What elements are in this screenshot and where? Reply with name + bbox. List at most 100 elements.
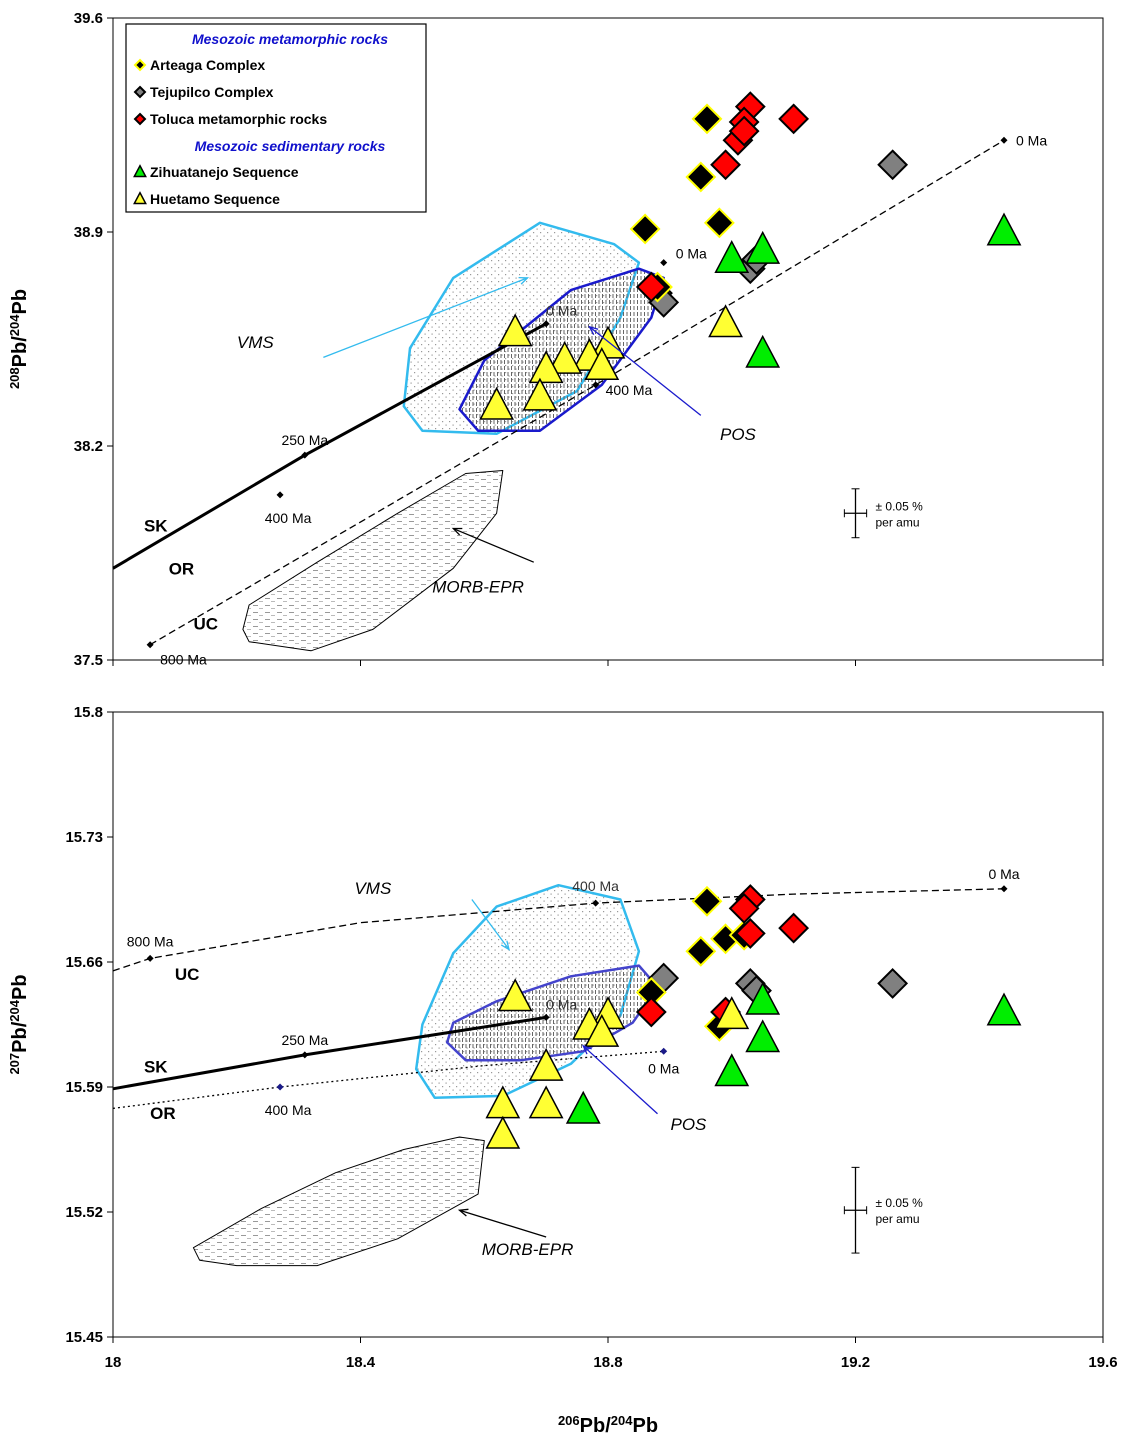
legend-marker-toluca [133, 112, 147, 126]
curve-uc [112, 888, 1005, 972]
age-label: 400 Ma [265, 510, 312, 526]
x-tick-label: 18 [105, 1354, 122, 1371]
legend-label-arteaga: Arteaga Complex [150, 57, 265, 73]
huetamo-point [479, 386, 515, 420]
age-label: 400 Ma [572, 878, 619, 894]
huetamo-point [584, 347, 620, 381]
zihuatanejo-point [986, 992, 1022, 1026]
legend: Mesozoic metamorphic rocks Arteaga Comple… [125, 23, 427, 213]
legend-label-tejupilco: Tejupilco Complex [150, 84, 274, 100]
x-axis-label-part: Pb/ [580, 1415, 612, 1437]
age-label: 0 Ma [648, 1060, 679, 1076]
annotation-arrow [323, 277, 528, 358]
y-axis-label-part: 204 [7, 314, 22, 336]
y-tick-label: 15.52 [65, 1204, 103, 1221]
annotation-arrowhead [500, 940, 510, 951]
zihuatanejo-point [565, 1090, 601, 1124]
y-tick-label: 38.9 [74, 224, 103, 241]
legend-marker-huetamo [133, 191, 147, 205]
curve-label-uc: UC [193, 614, 218, 633]
curve-uc [149, 139, 1005, 646]
age-mark [660, 1047, 668, 1055]
age-mark [301, 1051, 309, 1059]
arteaga-point [691, 885, 723, 917]
y-tick-label: 15.8 [74, 704, 103, 721]
age-mark [592, 899, 600, 907]
errorbar-label: ± 0.05 % [876, 1196, 924, 1210]
y-tick-label: 15.45 [65, 1329, 103, 1346]
x-tick-label: 18.4 [346, 1354, 376, 1371]
zihuatanejo-point [745, 334, 781, 368]
panel-top: 37.5 38.2 38.9 39.6 208Pb/204Pb 250 Ma 0 Ma 800… [7, 10, 1104, 669]
huetamo-point [584, 1013, 620, 1047]
age-label: 0 Ma [1016, 132, 1047, 148]
age-label: 0 Ma [546, 303, 577, 319]
zihuatanejo-point [745, 230, 781, 264]
x-axis-label: 206Pb/204Pb [558, 1413, 658, 1437]
curve-label-sk: SK [144, 1058, 168, 1077]
annotation-pos: POS [670, 1115, 707, 1134]
age-mark [1000, 885, 1008, 893]
huetamo-point [497, 313, 533, 347]
annotation-arrowhead [451, 527, 463, 536]
curve-label-or: OR [169, 559, 195, 578]
age-label: 400 Ma [265, 1102, 312, 1118]
legend-label-zihuatanejo: Zihuatanejo Sequence [150, 164, 299, 180]
annotation-arrow [589, 326, 702, 416]
annotation-arrowhead [518, 276, 530, 285]
arteaga-point [691, 103, 723, 135]
errorbar-label: ± 0.05 % [876, 499, 924, 513]
y-tick-label: 38.2 [74, 438, 103, 455]
panel-bottom: 15.45 15.52 15.59 15.66 15.73 15.8 18 18.4 18.8 1… [7, 704, 1118, 1437]
age-label: 800 Ma [160, 652, 207, 668]
huetamo-point [522, 377, 558, 411]
arteaga-point [685, 161, 717, 193]
age-label: 250 Ma [281, 432, 328, 448]
age-mark [276, 491, 284, 499]
tejupilco-point [877, 149, 909, 181]
huetamo-point [497, 978, 533, 1012]
curve-or [112, 1050, 664, 1110]
y-tick-label: 15.73 [65, 829, 103, 846]
legend-box [125, 23, 427, 213]
age-mark [542, 320, 550, 328]
age-mark [660, 259, 668, 267]
x-tick-label: 18.8 [593, 1354, 622, 1371]
annotation-morb-epr: MORB-EPR [482, 1240, 574, 1259]
tejupilco-point [877, 968, 909, 999]
huetamo-point [485, 1115, 521, 1149]
annotation-arrow [471, 899, 510, 950]
legend-marker-zihuatanejo [133, 164, 147, 178]
y-tick-label: 39.6 [74, 10, 103, 27]
legend-heading: Mesozoic metamorphic rocks [192, 31, 388, 47]
age-mark [146, 954, 154, 962]
x-axis-label-part: 206 [558, 1413, 580, 1428]
legend-label-toluca: Toluca metamorphic rocks [150, 111, 327, 127]
huetamo-point [528, 1047, 564, 1081]
age-label: 800 Ma [127, 933, 174, 949]
age-mark [276, 1083, 284, 1091]
huetamo-point [547, 340, 583, 374]
errorbar-label: per amu [876, 515, 920, 529]
curve-label-sk: SK [144, 517, 168, 536]
toluca-point [635, 271, 667, 303]
field-morb-epr [192, 1136, 485, 1267]
y-axis-label-part: 204 [7, 999, 22, 1021]
y-axis-label-part: Pb/ [9, 336, 31, 368]
legend-marker-tejupilco [133, 85, 147, 99]
annotation-arrowhead [582, 1044, 592, 1055]
age-mark [592, 381, 600, 389]
annotation-vms: VMS [237, 333, 275, 352]
x-tick-label: 19.6 [1088, 1354, 1117, 1371]
age-label: 0 Ma [988, 866, 1019, 882]
x-axis-label-part: 204 [611, 1413, 633, 1428]
curve-label-uc: UC [175, 965, 200, 984]
arteaga-point [685, 935, 717, 967]
age-label: 250 Ma [281, 1032, 328, 1048]
huetamo-point [708, 304, 743, 338]
y-axis-label: 207Pb/204Pb [7, 974, 31, 1074]
annotation-pos: POS [720, 425, 757, 444]
zihuatanejo-point [745, 981, 781, 1015]
age-label: 400 Ma [606, 382, 653, 398]
